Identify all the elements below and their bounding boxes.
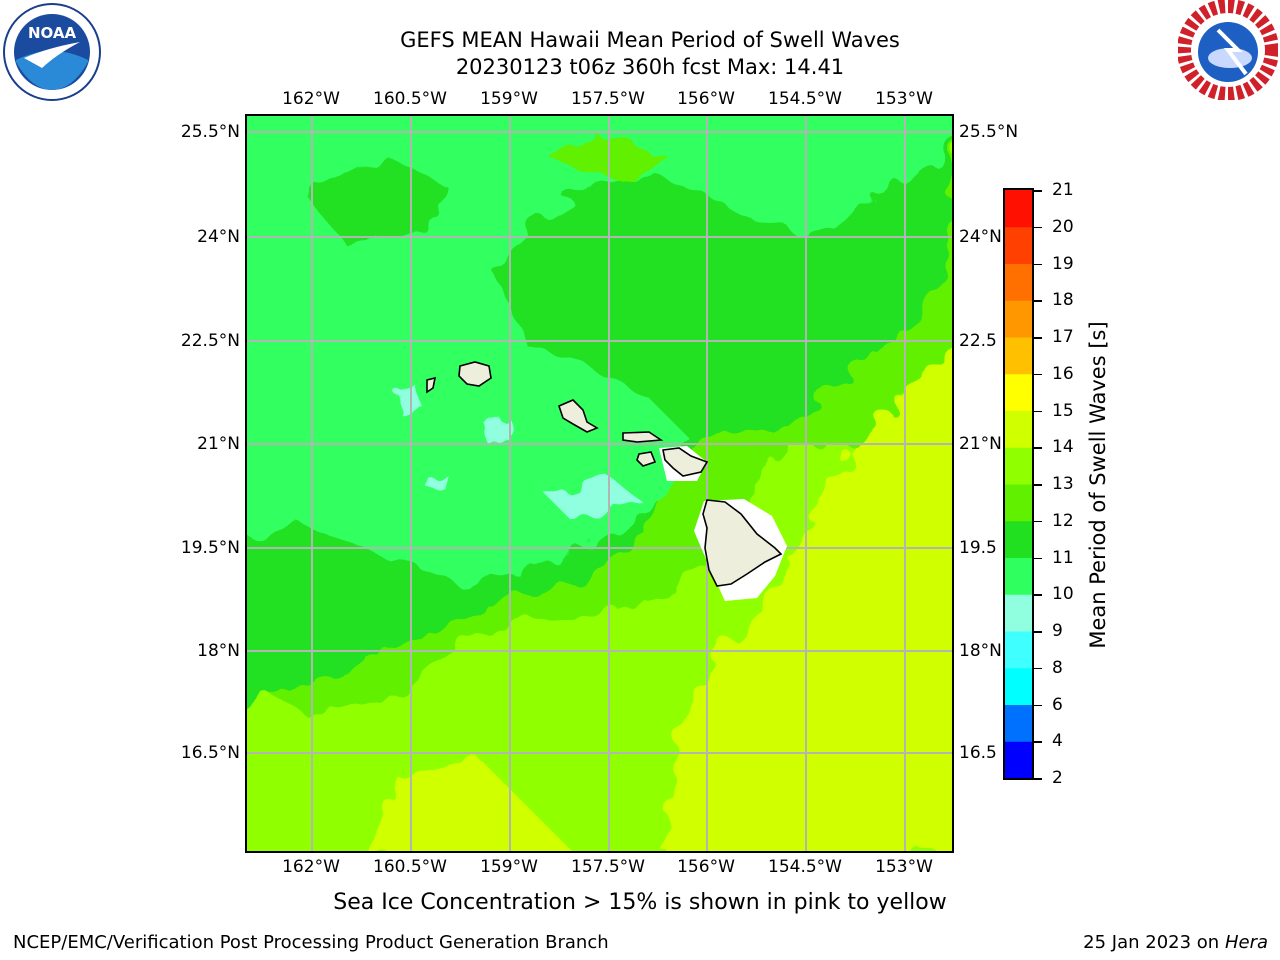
colorbar-title: Mean Period of Swell Waves [s] <box>1086 321 1110 649</box>
molokai-island <box>622 431 664 443</box>
colorbar-tick <box>1034 631 1042 633</box>
colorbar-segment <box>1005 741 1032 778</box>
lon-label-bottom: 157.5°W <box>571 857 645 877</box>
lat-label-left: 18°N <box>197 641 240 661</box>
colorbar-tick <box>1034 484 1042 486</box>
lat-label-right: 21°N <box>959 434 1002 454</box>
lat-label-left: 19.5°N <box>180 538 240 558</box>
lat-label-right: 24°N <box>959 227 1002 247</box>
colorbar-tick <box>1034 778 1042 780</box>
lon-label-top: 153°W <box>875 89 933 109</box>
hawaii-island <box>702 499 783 587</box>
lat-label-right: 18°N <box>959 641 1002 661</box>
swell-period-map <box>245 114 954 853</box>
lon-label-top: 162°W <box>282 89 340 109</box>
colorbar-segment <box>1005 631 1032 669</box>
colorbar-segment <box>1005 447 1032 485</box>
oahu-island <box>558 399 599 433</box>
colorbar-segment <box>1005 520 1032 558</box>
colorbar-tick-label: 15 <box>1052 400 1074 421</box>
colorbar-tick-label: 16 <box>1052 363 1074 384</box>
lanai-island <box>636 451 657 467</box>
colorbar-tick-label: 6 <box>1052 694 1063 715</box>
colorbar-segment <box>1005 300 1032 338</box>
lon-label-top: 159°W <box>480 89 538 109</box>
colorbar-tick-label: 4 <box>1052 731 1063 752</box>
lat-label-left: 25.5°N <box>180 122 240 142</box>
colorbar-segment <box>1005 704 1032 742</box>
lon-label-bottom: 159°W <box>480 857 538 877</box>
colorbar-segment <box>1005 190 1032 228</box>
colorbar-tick-label: 10 <box>1052 584 1074 605</box>
colorbar-segment <box>1005 226 1032 264</box>
lat-label-left: 22.5°N <box>180 331 240 351</box>
nws-logo-icon <box>1177 0 1279 101</box>
colorbar-tick-label: 9 <box>1052 621 1063 641</box>
sea-ice-footnote: Sea Ice Concentration > 15% is shown in … <box>333 890 947 915</box>
colorbar-tick-label: 19 <box>1052 253 1074 274</box>
colorbar-tick-label: 2 <box>1052 768 1063 788</box>
colorbar-tick <box>1034 594 1042 596</box>
colorbar-tick <box>1034 190 1042 192</box>
colorbar-tick-label: 13 <box>1052 474 1074 494</box>
chart-subtitle: 20230123 t06z 360h fcst Max: 14.41 <box>455 55 845 79</box>
lat-label-right: 22.5 <box>959 331 997 351</box>
noaa-logo-icon: NOAA <box>2 2 102 102</box>
chart-title: GEFS MEAN Hawaii Mean Period of Swell Wa… <box>400 28 900 52</box>
credit-machine: Hera <box>1224 932 1268 953</box>
colorbar-tick-label: 12 <box>1052 510 1074 531</box>
lon-label-top: 160.5°W <box>373 89 447 109</box>
colorbar-segment <box>1005 557 1032 595</box>
colorbar-tick-label: 17 <box>1052 327 1074 347</box>
lon-label-bottom: 160.5°W <box>373 857 447 877</box>
lon-label-top: 154.5°W <box>768 89 842 109</box>
lon-label-bottom: 153°W <box>875 857 933 877</box>
lat-label-left: 24°N <box>197 227 240 247</box>
niihau-island <box>426 376 437 394</box>
colorbar-segment <box>1005 337 1032 375</box>
colorbar-segment <box>1005 594 1032 632</box>
lat-label-right: 16.5 <box>959 743 997 763</box>
colorbar-tick <box>1034 704 1042 706</box>
colorbar-tick <box>1034 667 1042 670</box>
colorbar-tick-label: 20 <box>1052 216 1074 237</box>
colorbar <box>1003 188 1034 780</box>
lat-label-right: 19.5 <box>959 538 997 558</box>
colorbar-tick-label: 8 <box>1052 657 1063 678</box>
colorbar-tick <box>1034 520 1042 523</box>
lon-label-bottom: 162°W <box>282 857 340 877</box>
credit-left: NCEP/EMC/Verification Post Processing Pr… <box>13 932 609 953</box>
lat-label-left: 21°N <box>197 434 240 454</box>
colorbar-segment <box>1005 484 1032 522</box>
colorbar-tick-label: 11 <box>1052 547 1074 568</box>
colorbar-tick-label: 18 <box>1052 290 1074 311</box>
colorbar-tick <box>1034 226 1042 229</box>
kauai-island <box>458 361 492 387</box>
colorbar-segment <box>1005 667 1032 705</box>
colorbar-tick <box>1034 300 1042 302</box>
maui-island <box>662 447 709 477</box>
colorbar-tick-label: 14 <box>1052 437 1074 458</box>
colorbar-segment <box>1005 410 1032 448</box>
lat-label-right: 25.5°N <box>959 122 1019 142</box>
colorbar-tick <box>1034 447 1042 449</box>
svg-text:NOAA: NOAA <box>28 24 77 42</box>
lon-label-top: 157.5°W <box>571 89 645 109</box>
colorbar-tick <box>1034 741 1042 743</box>
colorbar-tick <box>1034 557 1042 559</box>
lon-label-bottom: 156°W <box>677 857 735 877</box>
lat-label-left: 16.5°N <box>180 743 240 763</box>
colorbar-tick-label: 21 <box>1052 180 1074 200</box>
colorbar-segment <box>1005 373 1032 411</box>
lon-label-bottom: 154.5°W <box>768 857 842 877</box>
colorbar-tick <box>1034 373 1042 376</box>
colorbar-segment <box>1005 263 1032 301</box>
credit-date: 25 Jan 2023 on <box>1083 932 1225 953</box>
colorbar-tick <box>1034 263 1042 265</box>
colorbar-tick <box>1034 410 1042 412</box>
credit-right: 25 Jan 2023 on Hera <box>1083 932 1268 953</box>
colorbar-tick <box>1034 337 1042 339</box>
lon-label-top: 156°W <box>677 89 735 109</box>
